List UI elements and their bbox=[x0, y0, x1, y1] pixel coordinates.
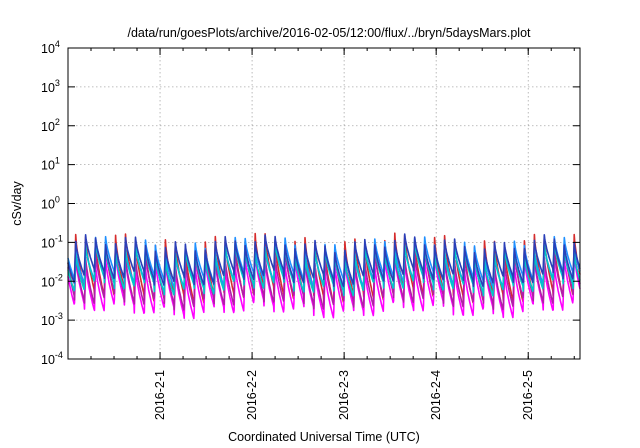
y-tick-label: 104 bbox=[41, 39, 60, 56]
x-tick-label: 2016-2-5 bbox=[521, 370, 535, 420]
x-ticks: 2016-2-1 2016-2-2 2016-2-3 2016-2-4 2016-2-5 bbox=[90, 48, 575, 420]
y-ticks: 10-4 10-3 10-2 10-1 100 101 102 103 104 bbox=[41, 39, 580, 367]
x-tick-label: 2016-2-1 bbox=[153, 370, 167, 420]
y-tick-label: 101 bbox=[41, 156, 60, 173]
y-tick-label: 10-4 bbox=[41, 350, 63, 367]
y-tick-label: 10-3 bbox=[41, 311, 63, 328]
y-axis-label: cSv/day bbox=[10, 181, 24, 226]
y-tick-label: 10-2 bbox=[41, 272, 63, 289]
x-tick-label: 2016-2-2 bbox=[245, 370, 259, 420]
y-tick-label: 10-1 bbox=[41, 233, 63, 250]
series-line bbox=[67, 233, 581, 288]
y-tick-label: 102 bbox=[41, 117, 60, 134]
x-tick-label: 2016-2-4 bbox=[429, 370, 443, 420]
y-tick-label: 100 bbox=[41, 195, 60, 212]
chart-title: /data/run/goesPlots/archive/2016-02-05/1… bbox=[127, 26, 531, 40]
x-tick-label: 2016-2-3 bbox=[337, 370, 351, 420]
y-tick-label: 103 bbox=[41, 78, 60, 95]
x-axis-label: Coordinated Universal Time (UTC) bbox=[228, 430, 420, 444]
series-group bbox=[67, 232, 581, 320]
